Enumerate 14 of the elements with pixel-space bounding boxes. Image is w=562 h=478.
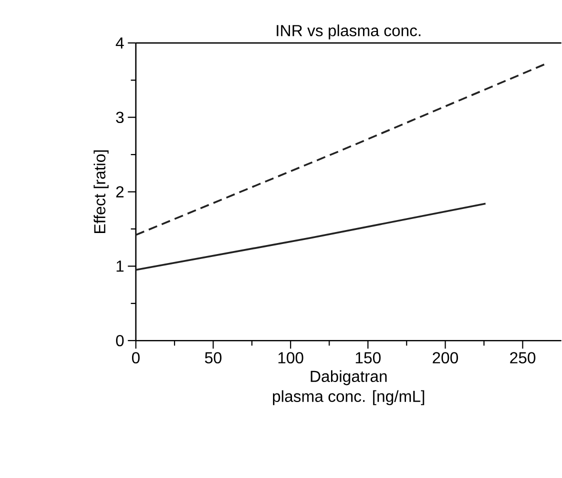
y-tick-label: 1 (116, 260, 124, 272)
x-tick-label: 200 (432, 352, 458, 364)
y-tick-label: 3 (116, 111, 124, 123)
y-axis-title: Effect [ratio] (94, 150, 109, 233)
x-tick-label: 50 (204, 352, 222, 364)
x-axis-title: Dabigatran plasma conc. [ng/mL] (272, 370, 424, 405)
chart-title: INR vs plasma conc. (276, 24, 420, 40)
x-tick-label: 250 (510, 352, 536, 364)
y-tick-label: 4 (116, 37, 124, 48)
x-tick-label: 0 (132, 352, 140, 364)
y-tick-label: 0 (116, 334, 124, 346)
x-tick-label: 100 (278, 352, 304, 364)
y-tick-label: 2 (116, 186, 124, 198)
x-tick-label: 150 (356, 352, 381, 364)
